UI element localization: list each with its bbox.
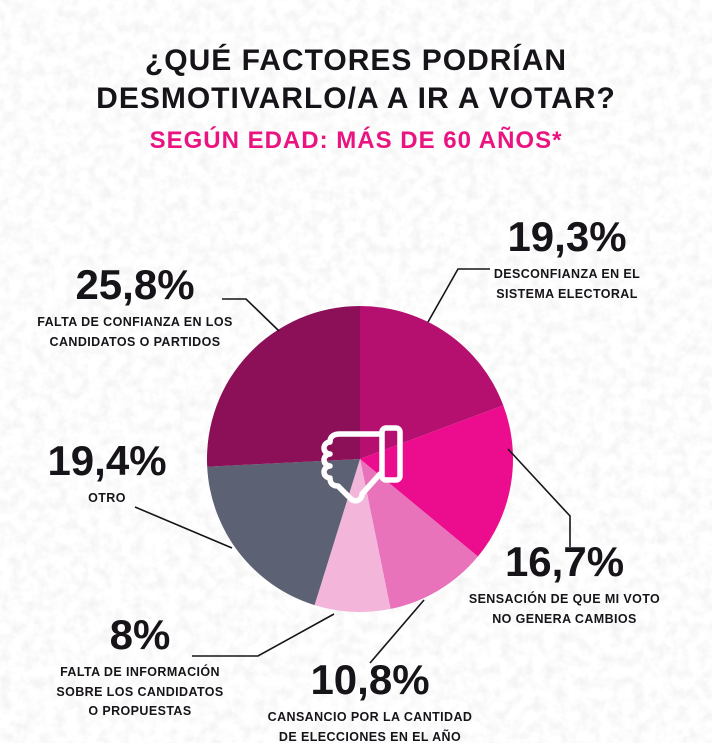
callout-label-line: FALTA DE CONFIANZA EN LOS (37, 314, 233, 329)
callout-label-line: CANDIDATOS O PARTIDOS (49, 334, 221, 349)
callout-informacion: 8% FALTA DE INFORMACIÓN SOBRE LOS CANDID… (30, 611, 250, 721)
page-title-line2: DESMOTIVARLO/A A IR A VOTAR? (96, 82, 616, 115)
leader-lines (134, 268, 571, 664)
callout-confianza: 25,8% FALTA DE CONFIANZA EN LOS CANDIDAT… (25, 261, 245, 352)
pie-slice-0 (360, 306, 504, 459)
callout-label-line: SISTEMA ELECTORAL (496, 286, 638, 301)
callout-label: CANSANCIO POR LA CANTIDAD DE ELECCIONES … (250, 708, 490, 743)
callout-value: 19,3% (507, 213, 627, 260)
leader-line-otro (134, 506, 233, 549)
callout-cansancio: 10,8% CANSANCIO POR LA CANTIDAD DE ELECC… (250, 656, 490, 743)
callout-value: 8% (109, 611, 171, 658)
pie-slice-2 (360, 459, 478, 609)
callout-value: 10,8% (310, 656, 430, 703)
callout-sensacion: 16,7% SENSACIÓN DE QUE MI VOTO NO GENERA… (452, 538, 677, 629)
callout-value: 25,8% (75, 261, 195, 308)
thumbs-down-icon (321, 425, 403, 504)
callout-label-line: SOBRE LOS CANDIDATOS (56, 684, 224, 699)
callout-label-line: FALTA DE INFORMACIÓN (60, 664, 220, 679)
callout-label: DESCONFIANZA EN EL SISTEMA ELECTORAL (457, 265, 677, 304)
leader-line-confianza (222, 298, 280, 332)
callout-label: FALTA DE INFORMACIÓN SOBRE LOS CANDIDATO… (30, 663, 250, 721)
leader-line-cansancio (369, 599, 425, 664)
callout-label-line: OTRO (88, 490, 126, 505)
leader-line-sensacion (507, 448, 571, 547)
callout-label: SENSACIÓN DE QUE MI VOTO NO GENERA CAMBI… (452, 590, 677, 629)
callout-label-line: DE ELECCIONES EN EL AÑO (278, 729, 462, 743)
callout-label-line: CANSANCIO POR LA CANTIDAD (267, 709, 473, 724)
callout-label-line: SENSACIÓN DE QUE MI VOTO (468, 591, 661, 606)
callout-label-line: O PROPUESTAS (88, 704, 192, 719)
pie-slice-1 (360, 405, 513, 557)
callout-otro: 19,4% OTRO (27, 437, 187, 508)
pie-slice-5 (206, 306, 360, 467)
callout-value: 16,7% (504, 538, 625, 585)
pie-slice-4 (207, 459, 360, 606)
leader-line-desconfianza (427, 268, 490, 323)
page-title: ¿QUÉ FACTORES PODRÍAN DESMOTIVARLO/A A I… (0, 42, 712, 118)
callout-value: 19,4% (47, 437, 167, 484)
callout-desconfianza: 19,3% DESCONFIANZA EN EL SISTEMA ELECTOR… (457, 213, 677, 304)
callout-label: FALTA DE CONFIANZA EN LOS CANDIDATOS O P… (25, 313, 245, 352)
callout-label-line: NO GENERA CAMBIOS (492, 611, 637, 626)
page-subtitle: SEGÚN EDAD: MÁS DE 60 AÑOS* (149, 127, 563, 154)
pie-chart (206, 306, 513, 613)
pie-slice-3 (314, 459, 391, 613)
callout-label: OTRO (27, 489, 187, 508)
leader-line-informacion (192, 613, 335, 657)
page-title-line1: ¿QUÉ FACTORES PODRÍAN (144, 44, 568, 77)
callout-label-line: DESCONFIANZA EN EL (493, 266, 641, 281)
